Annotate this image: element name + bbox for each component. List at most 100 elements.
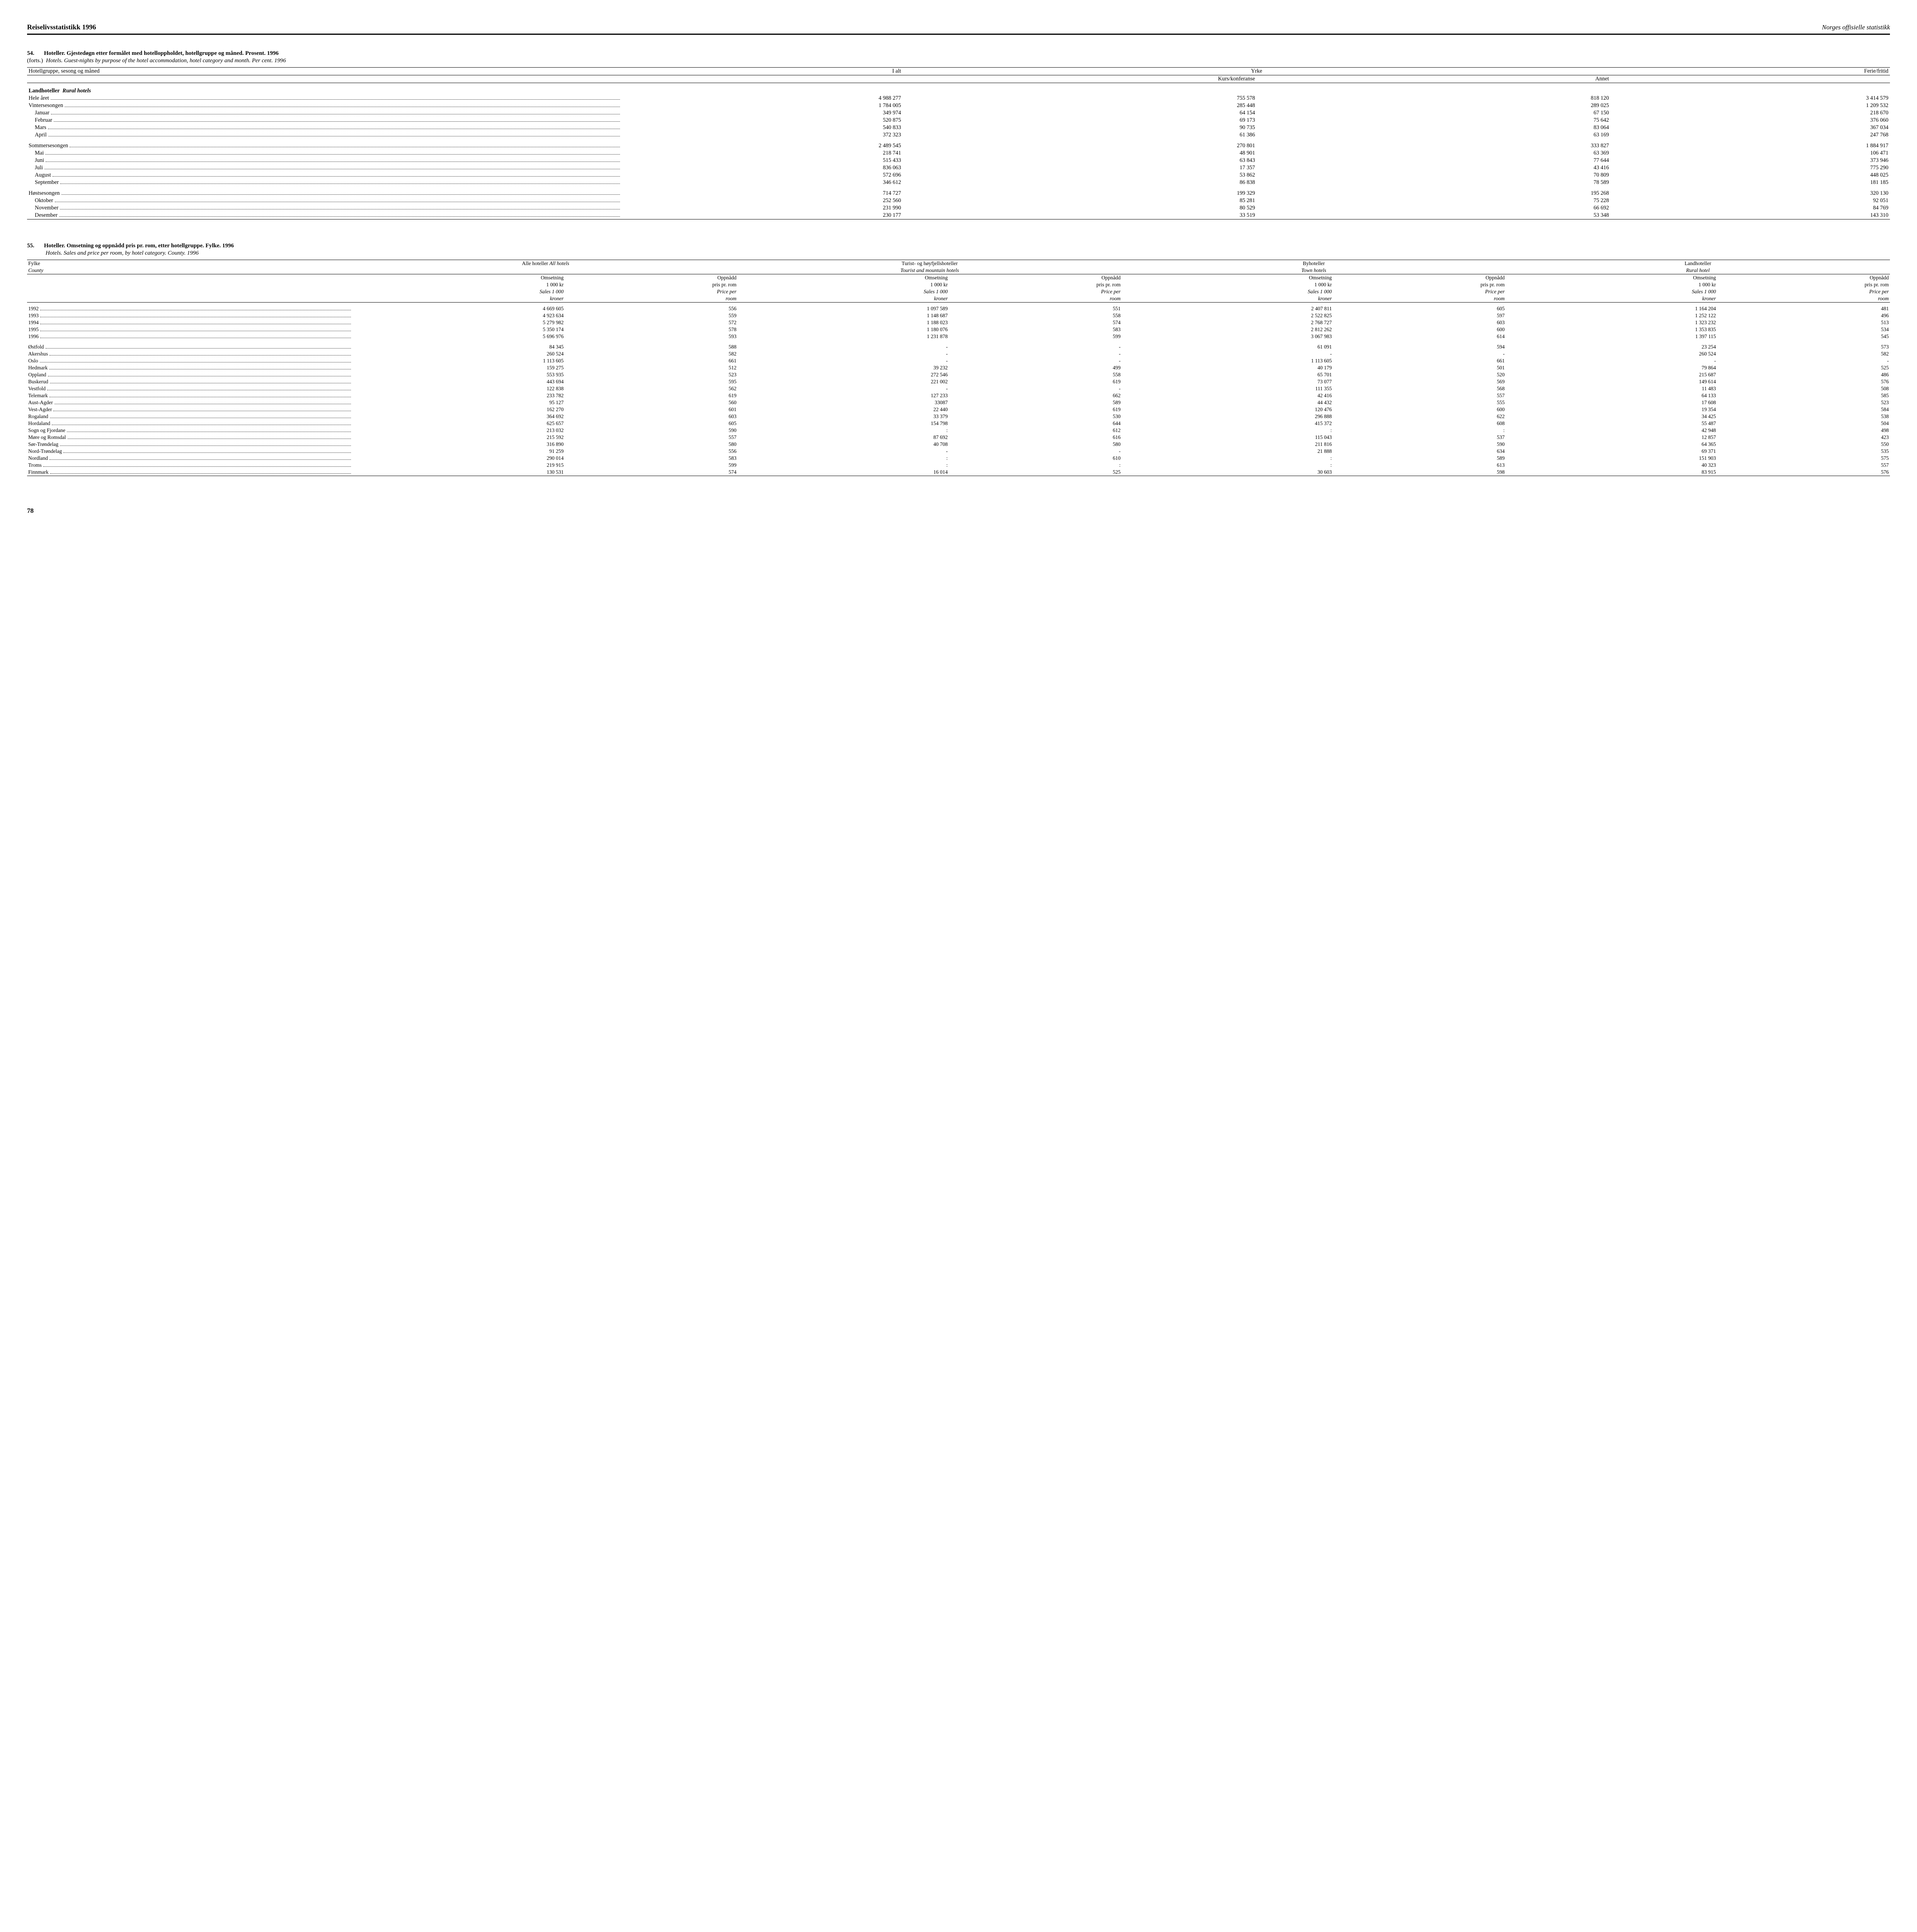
data-cell: 530 xyxy=(949,413,1122,420)
data-cell: 215 687 xyxy=(1506,371,1717,378)
table-row: 19945 279 9825721 188 0235742 768 727603… xyxy=(27,319,1890,326)
data-cell: 622 xyxy=(1333,413,1506,420)
page-header: Reiselivsstatistikk 1996 Norges offisiel… xyxy=(27,23,1890,35)
data-cell: 523 xyxy=(565,371,737,378)
data-cell: : xyxy=(1122,427,1333,434)
data-cell: 714 727 xyxy=(623,186,902,197)
data-cell: 558 xyxy=(949,312,1122,319)
data-cell: 42 416 xyxy=(1122,392,1333,399)
data-cell: 504 xyxy=(1717,420,1890,427)
column-subheader: Price per xyxy=(1717,288,1890,295)
row-label: Rogaland xyxy=(27,413,354,420)
column-subheader: kroner xyxy=(738,295,949,303)
data-cell: 33 519 xyxy=(902,212,1256,219)
column-subheader: kroner xyxy=(354,295,565,303)
data-cell: 346 612 xyxy=(623,179,902,186)
column-subheader: room xyxy=(1333,295,1506,303)
data-cell: 61 091 xyxy=(1122,340,1333,350)
data-cell: 159 275 xyxy=(354,364,565,371)
data-cell: 296 888 xyxy=(1122,413,1333,420)
data-cell: 39 232 xyxy=(738,364,949,371)
table-row: Sogn og Fjordane213 032590:612::42 94849… xyxy=(27,427,1890,434)
data-cell: : xyxy=(738,455,949,462)
table-row: Oslo1 113 605661--1 113 605661-- xyxy=(27,357,1890,364)
row-label: Hordaland xyxy=(27,420,354,427)
table-row: Juni515 43363 84377 644373 946 xyxy=(27,157,1890,164)
data-cell: 2 812 262 xyxy=(1122,326,1333,333)
data-cell: 520 xyxy=(1333,371,1506,378)
data-cell: 64 154 xyxy=(902,109,1256,117)
data-cell: 557 xyxy=(1333,392,1506,399)
row-label: Juni xyxy=(27,157,623,164)
data-cell: 1 353 835 xyxy=(1506,326,1717,333)
data-cell: - xyxy=(1333,350,1506,357)
data-cell: 211 816 xyxy=(1122,441,1333,448)
data-cell: 285 448 xyxy=(902,102,1256,109)
data-cell: 662 xyxy=(949,392,1122,399)
data-cell: 557 xyxy=(565,434,737,441)
column-subheader: Omsetning xyxy=(1506,274,1717,282)
row-label: Oppland xyxy=(27,371,354,378)
data-cell: 575 xyxy=(1717,455,1890,462)
data-cell: - xyxy=(738,448,949,455)
row-label: Sør-Trøndelag xyxy=(27,441,354,448)
table-row: 19934 923 6345591 148 6875582 522 825597… xyxy=(27,312,1890,319)
data-cell: 603 xyxy=(1333,319,1506,326)
data-cell: 574 xyxy=(949,319,1122,326)
data-cell: : xyxy=(1333,427,1506,434)
data-cell: 21 888 xyxy=(1122,448,1333,455)
data-cell: 199 329 xyxy=(902,186,1256,197)
data-cell: 525 xyxy=(949,469,1122,476)
table-row: Akershus260 524582----260 524582 xyxy=(27,350,1890,357)
data-cell: 1 397 115 xyxy=(1506,333,1717,340)
t55-g2-nb: Byhoteller xyxy=(1122,260,1506,267)
data-cell: 333 827 xyxy=(1256,139,1611,150)
data-cell: 512 xyxy=(565,364,737,371)
data-cell: 613 xyxy=(1333,462,1506,469)
data-cell: 583 xyxy=(949,326,1122,333)
data-cell: 92 051 xyxy=(1611,197,1890,204)
data-cell: 69 173 xyxy=(902,117,1256,124)
data-cell: 63 843 xyxy=(902,157,1256,164)
data-cell: 233 782 xyxy=(354,392,565,399)
row-label: 1994 xyxy=(27,319,354,326)
column-subheader: Oppnådd xyxy=(949,274,1122,282)
table-row: Mars540 83390 73583 064367 034 xyxy=(27,124,1890,131)
data-cell: - xyxy=(1122,350,1333,357)
data-cell: 30 603 xyxy=(1122,469,1333,476)
data-cell: 64 365 xyxy=(1506,441,1717,448)
data-cell: 213 032 xyxy=(354,427,565,434)
column-subheader: 1 000 kr xyxy=(738,281,949,288)
data-cell: 1 323 232 xyxy=(1506,319,1717,326)
data-cell: 605 xyxy=(565,420,737,427)
column-subheader: Sales 1 000 xyxy=(354,288,565,295)
data-cell: : xyxy=(1122,455,1333,462)
data-cell: 580 xyxy=(949,441,1122,448)
table-row: Telemark233 782619127 23366242 41655764 … xyxy=(27,392,1890,399)
table-row: Møre og Romsdal215 59255787 692616115 04… xyxy=(27,434,1890,441)
row-label: Hedmark xyxy=(27,364,354,371)
table-row: 19955 350 1745781 180 0765832 812 262600… xyxy=(27,326,1890,333)
data-cell: 70 809 xyxy=(1256,172,1611,179)
data-cell: 555 xyxy=(1333,399,1506,406)
column-subheader: 1 000 kr xyxy=(1122,281,1333,288)
table-row: Nord-Trøndelag91 259556--21 88863469 371… xyxy=(27,448,1890,455)
column-subheader: 1 000 kr xyxy=(354,281,565,288)
data-cell: 4 988 277 xyxy=(623,95,902,102)
data-cell: 540 833 xyxy=(623,124,902,131)
data-cell: 535 xyxy=(1717,448,1890,455)
data-cell: 2 489 545 xyxy=(623,139,902,150)
row-label: Troms xyxy=(27,462,354,469)
data-cell: 2 407 811 xyxy=(1122,303,1333,313)
data-cell: 5 279 982 xyxy=(354,319,565,326)
t55-g0-en: All hotels xyxy=(550,260,569,266)
data-cell: 231 990 xyxy=(623,204,902,212)
data-cell: 612 xyxy=(949,427,1122,434)
data-cell: 538 xyxy=(1717,413,1890,420)
row-label: 1996 xyxy=(27,333,354,340)
data-cell: 151 903 xyxy=(1506,455,1717,462)
data-cell: 775 290 xyxy=(1611,164,1890,172)
data-cell: - xyxy=(738,357,949,364)
data-cell: - xyxy=(949,448,1122,455)
data-cell: 55 487 xyxy=(1506,420,1717,427)
